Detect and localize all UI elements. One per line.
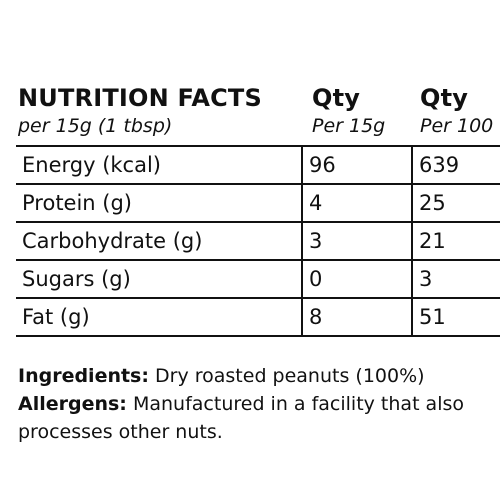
value-per-15g: 96 bbox=[301, 145, 413, 185]
column-title-qty: Qty bbox=[420, 84, 469, 112]
value-per-15g: 3 bbox=[301, 221, 413, 261]
value-per-15g: 4 bbox=[301, 183, 413, 223]
table-row: Sugars (g) 0 3 bbox=[16, 259, 500, 299]
table-row: Energy (kcal) 96 639 bbox=[16, 145, 500, 185]
value-per-100g: 3 bbox=[411, 259, 500, 299]
serving-size: per 15g (1 tbsp) bbox=[18, 115, 173, 137]
allergens-text: Manufactured in a facility that also pro… bbox=[18, 393, 465, 443]
ingredients-line: Ingredients: Dry roasted peanuts (100%) bbox=[18, 362, 488, 390]
ingredients-label: Ingredients: bbox=[18, 365, 149, 387]
nutrition-facts-title: NUTRITION FACTS bbox=[18, 84, 262, 112]
value-per-15g: 8 bbox=[301, 297, 413, 337]
column-subtitle-per-100g: Per 100 bbox=[420, 115, 494, 137]
value-per-100g: 51 bbox=[411, 297, 500, 337]
value-per-15g: 0 bbox=[301, 259, 413, 299]
nutrient-name: Protein (g) bbox=[16, 183, 303, 223]
nutrition-facts-header: NUTRITION FACTS per 15g (1 tbsp) bbox=[18, 84, 262, 138]
nutrient-name: Sugars (g) bbox=[16, 259, 303, 299]
allergens-label: Allergens: bbox=[18, 393, 127, 415]
table-row: Protein (g) 4 25 bbox=[16, 183, 500, 223]
column-header-per-15g: Qty Per 15g bbox=[312, 84, 385, 138]
value-per-100g: 21 bbox=[411, 221, 500, 261]
value-per-100g: 25 bbox=[411, 183, 500, 223]
nutrient-name: Carbohydrate (g) bbox=[16, 221, 303, 261]
table-row: Carbohydrate (g) 3 21 bbox=[16, 221, 500, 261]
ingredients-section: Ingredients: Dry roasted peanuts (100%) … bbox=[18, 362, 488, 446]
column-subtitle-per-15g: Per 15g bbox=[312, 115, 386, 137]
column-title-qty: Qty bbox=[312, 84, 361, 112]
nutrition-table: Energy (kcal) 96 639 Protein (g) 4 25 Ca… bbox=[16, 145, 500, 337]
column-header-per-100g: Qty Per 100 bbox=[420, 84, 493, 138]
nutrient-name: Fat (g) bbox=[16, 297, 303, 337]
value-per-100g: 639 bbox=[411, 145, 500, 185]
allergens-line: Allergens: Manufactured in a facility th… bbox=[18, 390, 488, 446]
nutrient-name: Energy (kcal) bbox=[16, 145, 303, 185]
ingredients-text: Dry roasted peanuts (100%) bbox=[155, 365, 425, 387]
table-row: Fat (g) 8 51 bbox=[16, 297, 500, 337]
